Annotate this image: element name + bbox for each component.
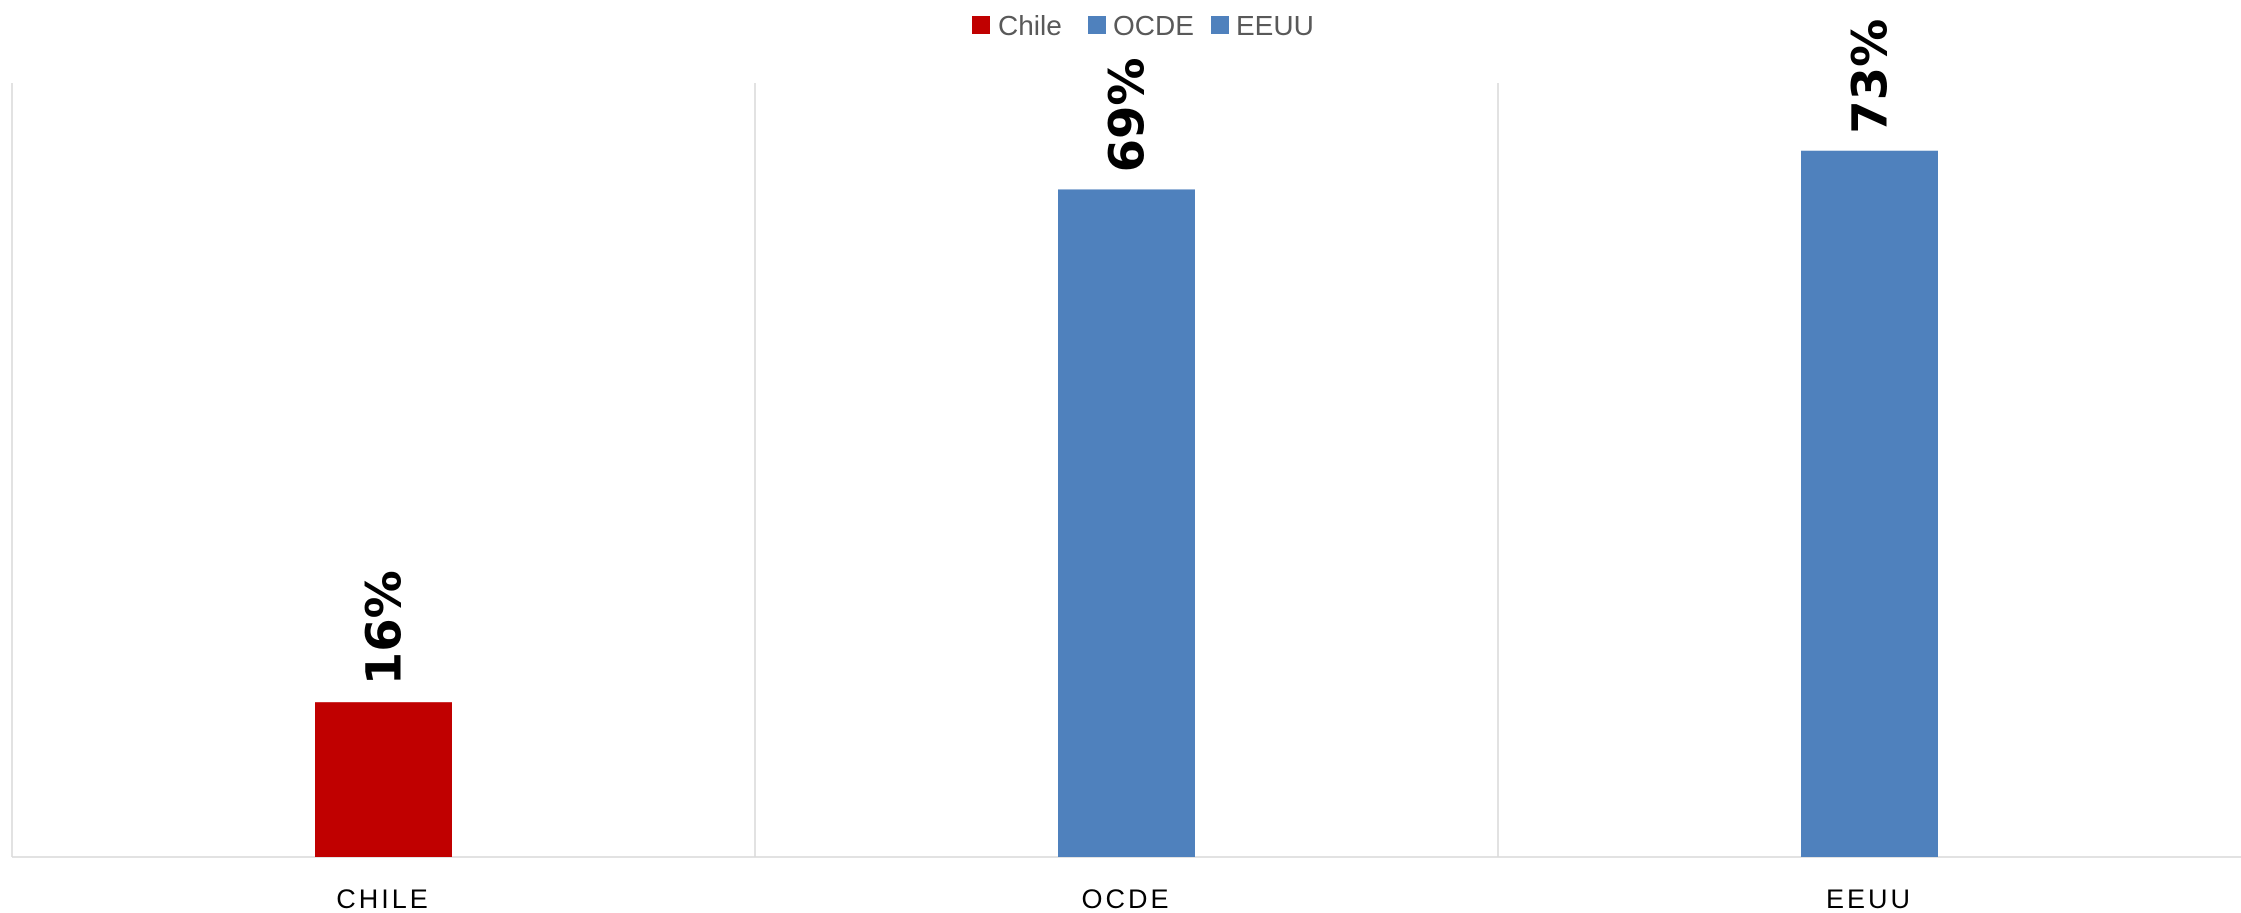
legend-label-ocde: OCDE (1113, 10, 1194, 41)
legend-label-eeuu: EEUU (1236, 10, 1314, 41)
data-label-ocde: 69% (1100, 58, 1156, 173)
x-tick-label-ocde: OCDE (1081, 884, 1171, 913)
legend-label-chile: Chile (998, 10, 1062, 41)
legend-swatch-chile (972, 16, 990, 34)
bar-ocde (1058, 189, 1195, 858)
data-label-chile: 16% (357, 570, 413, 685)
bar-chile (315, 702, 452, 857)
data-label-eeuu: 73% (1843, 19, 1899, 134)
bar-eeuu (1801, 150, 1938, 858)
legend-swatch-ocde (1088, 16, 1106, 34)
legend-swatch-eeuu (1211, 16, 1229, 34)
x-tick-label-chile: CHILE (336, 884, 431, 913)
x-tick-label-eeuu: EEUU (1826, 884, 1913, 913)
